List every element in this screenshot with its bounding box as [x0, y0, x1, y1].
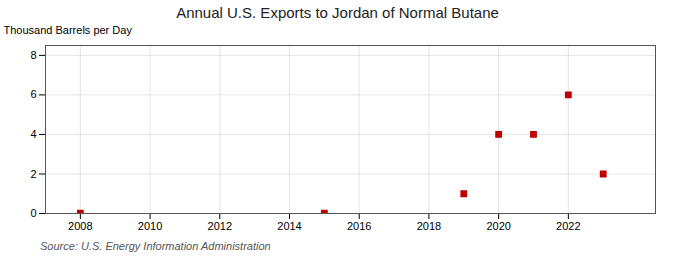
svg-text:6: 6 — [30, 88, 36, 100]
svg-text:2016: 2016 — [347, 220, 371, 232]
svg-text:2018: 2018 — [417, 220, 441, 232]
svg-text:2014: 2014 — [277, 220, 301, 232]
svg-text:2: 2 — [30, 167, 36, 179]
svg-text:2012: 2012 — [208, 220, 232, 232]
svg-text:2020: 2020 — [486, 220, 510, 232]
svg-text:2008: 2008 — [68, 220, 92, 232]
svg-text:2010: 2010 — [138, 220, 162, 232]
svg-text:2022: 2022 — [556, 220, 580, 232]
svg-text:8: 8 — [30, 49, 36, 61]
svg-text:Thousand Barrels per Day: Thousand Barrels per Day — [4, 24, 133, 36]
html-text:Source: U.S. Energy Informatio: Source: U.S. Energy Information Administ… — [40, 240, 271, 252]
svg-text:0: 0 — [30, 207, 36, 219]
svg-text:4: 4 — [30, 128, 36, 140]
html-text:Annual U.S. Exports to Jordan: Annual U.S. Exports to Jordan of Normal … — [176, 4, 499, 21]
